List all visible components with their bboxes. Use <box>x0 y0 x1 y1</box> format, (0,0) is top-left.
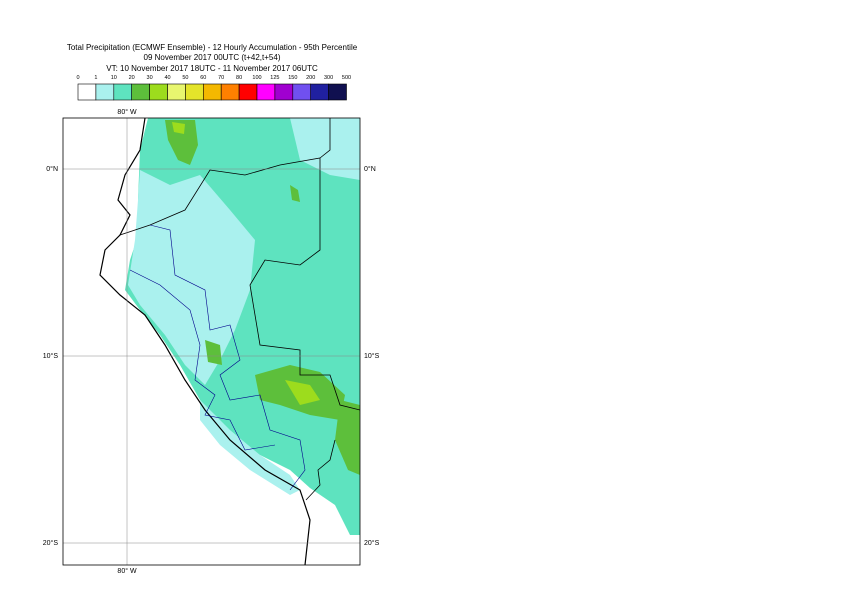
country-border <box>119 157 360 411</box>
country-border <box>319 118 331 159</box>
legend-label: 20 <box>129 75 135 81</box>
valid-time: VT: 10 November 2017 18UTC - 11 November… <box>106 64 318 73</box>
coastline <box>99 118 311 565</box>
legend-swatch <box>95 83 115 101</box>
legend-label: 30 <box>147 75 153 81</box>
lon-label: 80° W <box>117 567 137 575</box>
precip-light-cyan <box>200 400 300 495</box>
legend-label: 500 <box>342 75 351 81</box>
title: Total Precipitation (ECMWF Ensemble) - 1… <box>67 43 358 52</box>
precip-green <box>290 185 300 202</box>
legend-swatch <box>185 83 204 101</box>
lat-label: 0°N <box>364 165 376 173</box>
legend-swatch <box>256 83 276 101</box>
map-frame <box>62 117 361 566</box>
legend-label: 300 <box>324 75 333 81</box>
precip-green <box>165 120 198 165</box>
legend-swatch <box>310 83 329 101</box>
legend-label: 50 <box>182 75 188 81</box>
legend-swatch <box>238 83 258 101</box>
legend-swatch <box>131 83 150 101</box>
legend-swatch <box>167 83 186 101</box>
precip-light-cyan <box>128 170 255 385</box>
department-border <box>149 224 306 491</box>
legend-label: 40 <box>164 75 170 81</box>
map <box>63 118 360 565</box>
legend-label: 150 <box>288 75 297 81</box>
legend-label: 70 <box>218 75 224 81</box>
legend-swatch <box>274 83 294 101</box>
legend-swatch <box>328 83 347 101</box>
legend-label: 1 <box>94 75 97 81</box>
legend-swatch <box>77 83 97 101</box>
lon-label: 80° W <box>117 108 137 116</box>
base-time: 09 November 2017 00UTC (t+42,t+54) <box>144 53 281 62</box>
department-border <box>129 269 276 451</box>
precip-green <box>205 340 222 365</box>
legend-label: 10 <box>111 75 117 81</box>
legend-swatch <box>113 83 133 101</box>
legend-swatch <box>220 83 240 101</box>
legend: 0 1 10 20 30 40 50 60 70 80 100 125 150 200 300 500 <box>76 75 351 101</box>
precip-yellow-green <box>172 122 185 134</box>
lat-label: 10°S <box>364 352 380 360</box>
legend-label: 60 <box>200 75 206 81</box>
legend-swatch <box>203 83 222 101</box>
legend-label: 200 <box>306 75 315 81</box>
legend-label: 125 <box>270 75 279 81</box>
country-border <box>305 439 336 501</box>
legend-label: 100 <box>252 75 261 81</box>
precip-yellow-green <box>285 380 320 405</box>
precip-light-cyan <box>290 118 360 180</box>
lat-label: 10°S <box>43 352 59 360</box>
legend-label: 80 <box>236 75 242 81</box>
legend-label: 0 <box>76 75 79 81</box>
precip-green <box>335 400 360 475</box>
legend-swatch <box>149 83 168 101</box>
lat-label: 20°S <box>43 539 59 547</box>
lat-label: 20°S <box>364 539 380 547</box>
legend-swatch <box>292 83 311 101</box>
lat-label: 0°N <box>46 165 58 173</box>
